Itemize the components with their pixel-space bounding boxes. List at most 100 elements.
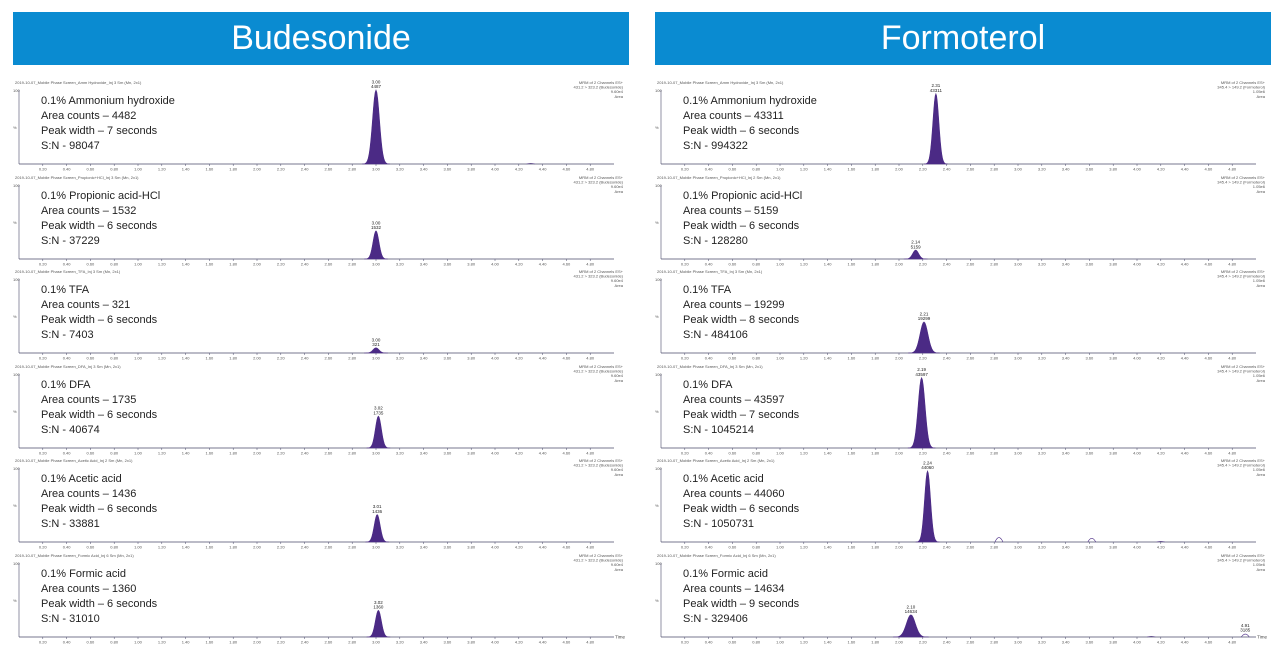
x-tick-label: 3.40 — [420, 356, 429, 361]
x-tick-label: 3.60 — [444, 261, 453, 266]
x-tick-label: 3.20 — [396, 545, 405, 550]
main-peak — [908, 321, 940, 354]
x-tick-label: 1.00 — [134, 261, 143, 266]
signal-to-noise: S:N - 33881 — [41, 518, 100, 530]
x-tick-label: 2.60 — [967, 545, 976, 550]
x-tick-label: 0.20 — [39, 356, 48, 361]
peak-retention-time: 4.91 — [1241, 623, 1250, 628]
x-tick-label: 0.60 — [729, 639, 738, 644]
x-tick-label: 3.80 — [1109, 167, 1118, 172]
main-peak — [907, 376, 936, 448]
formoterol-banner: Formoterol — [655, 12, 1271, 65]
x-tick-label: 1.60 — [206, 167, 215, 172]
x-tick-label: 1.80 — [871, 167, 880, 172]
x-tick-label: 3.00 — [372, 261, 381, 266]
x-tick-label: 1.60 — [848, 167, 857, 172]
area-counts: Area counts – 1735 — [41, 393, 137, 406]
peak-area: 14634 — [905, 609, 918, 614]
x-tick-label: 0.80 — [752, 356, 761, 361]
x-tick-label: 2.60 — [967, 261, 976, 266]
x-tick-label: 0.80 — [110, 639, 119, 644]
peak-info: 0.1% Formic acid Area counts – 1360 Peak w… — [41, 567, 157, 627]
mrm-header-line: 9.60e4 — [611, 89, 624, 94]
x-tick-label: 1.00 — [776, 639, 785, 644]
peak-retention-time: 3.00 — [372, 220, 381, 225]
mrm-header-line: 345.4 > 149.2 (Formoterol) — [1217, 463, 1265, 468]
x-tick-label: 1.80 — [871, 639, 880, 644]
x-tick-label: 4.80 — [1228, 356, 1237, 361]
x-tick-label: 1.40 — [182, 545, 191, 550]
mobile-phase-label: 0.1% TFA — [41, 284, 90, 296]
mrm-header-line: MRM of 2 Channels ES+ — [579, 364, 624, 369]
x-tick-label: 2.40 — [943, 356, 952, 361]
peak-area: 44060 — [921, 465, 934, 470]
x-tick-label: 4.40 — [539, 450, 548, 455]
peak-retention-time: 2.14 — [911, 239, 920, 244]
x-tick-label: 1.40 — [824, 261, 833, 266]
x-tick-label: 3.00 — [372, 167, 381, 172]
x-tick-label: 0.20 — [39, 261, 48, 266]
mrm-header-line: 431.2 > 323.2 (Budesonide) — [574, 274, 624, 279]
x-tick-label: 2.40 — [943, 639, 952, 644]
x-tick-label: 3.00 — [372, 545, 381, 550]
x-tick-label: 3.40 — [420, 639, 429, 644]
x-tick-label: 0.80 — [752, 545, 761, 550]
x-tick-label: 4.00 — [1133, 450, 1142, 455]
mrm-header-line: Area — [1257, 94, 1266, 99]
x-tick-label: 0.60 — [87, 545, 96, 550]
file-header: 2019-10-07_Mobile Phase Screen_DFA_Inj 3… — [657, 364, 763, 369]
x-tick-label: 1.20 — [158, 545, 167, 550]
signal-to-noise: S:N - 40674 — [41, 423, 100, 436]
x-tick-label: 3.40 — [1062, 356, 1071, 361]
chromatogram-panel: 2019-10-07_Mobile Phase Screen_Propionic… — [13, 175, 629, 269]
mrm-header-line: MRM of 2 Channels ES+ — [1221, 269, 1266, 274]
x-tick-label: 4.60 — [1205, 545, 1214, 550]
minor-peak — [1147, 635, 1156, 637]
x-tick-label: 4.00 — [1133, 356, 1142, 361]
file-header: 2019-10-07_Mobile Phase Screen_Propionic… — [657, 175, 781, 180]
x-tick-label: 2.80 — [990, 639, 999, 644]
x-tick-label: 1.00 — [134, 450, 143, 455]
formoterol-title: Formoterol — [880, 19, 1046, 57]
x-tick-label: 4.80 — [1228, 545, 1237, 550]
file-header: 2019-10-07_Mobile Phase Screen_Formic Ac… — [657, 553, 776, 558]
minor-peak — [1241, 633, 1250, 637]
mrm-header-line: MRM of 2 Channels ES+ — [1221, 175, 1266, 180]
x-tick-label: 3.60 — [1086, 639, 1095, 644]
x-tick-label: 1.20 — [800, 261, 809, 266]
peak-width: Peak width – 7 seconds — [41, 125, 158, 137]
x-tick-label: 3.40 — [1062, 261, 1071, 266]
peak-retention-time: 3.00 — [372, 337, 381, 342]
mrm-header-line: 1.05e6 — [1253, 278, 1266, 283]
x-tick-label: 3.60 — [1086, 167, 1095, 172]
peak-area: 1436 — [372, 509, 383, 514]
x-tick-label: 3.00 — [372, 639, 381, 644]
y-axis-unit: % — [13, 125, 17, 130]
x-tick-label: 4.20 — [515, 639, 524, 644]
x-tick-label: 3.20 — [1038, 167, 1047, 172]
y-axis-unit: % — [655, 598, 659, 603]
x-tick-label: 2.20 — [277, 261, 286, 266]
mrm-header-line: Area — [1257, 283, 1266, 288]
x-tick-label: 4.60 — [1205, 356, 1214, 361]
x-tick-label: 4.80 — [586, 545, 595, 550]
x-tick-label: 2.40 — [301, 639, 310, 644]
x-tick-label: 1.80 — [229, 545, 238, 550]
x-tick-label: 2.20 — [919, 639, 928, 644]
x-tick-label: 3.20 — [396, 356, 405, 361]
chromatogram-plot: 2019-10-07_Mobile Phase Screen_DFA_Inj 3… — [655, 364, 1266, 456]
x-tick-label: 1.60 — [848, 450, 857, 455]
x-tick-label: 1.80 — [229, 261, 238, 266]
x-tick-label: 2.60 — [967, 639, 976, 644]
x-tick-label: 1.00 — [776, 545, 785, 550]
x-tick-label: 4.00 — [1133, 167, 1142, 172]
area-counts: Area counts – 43597 — [683, 393, 785, 406]
x-tick-label: 0.40 — [705, 261, 714, 266]
mobile-phase-label: 0.1% Acetic acid — [683, 473, 764, 485]
x-tick-label: 2.60 — [325, 167, 334, 172]
mrm-header-line: 1.05e6 — [1253, 467, 1266, 472]
x-tick-label: 3.80 — [467, 545, 476, 550]
chromatogram-panel: 2019-10-07_Mobile Phase Screen_TFA_Inj 3… — [13, 269, 629, 363]
x-tick-label: 1.80 — [229, 639, 238, 644]
signal-to-noise: S:N - 484106 — [683, 329, 748, 341]
